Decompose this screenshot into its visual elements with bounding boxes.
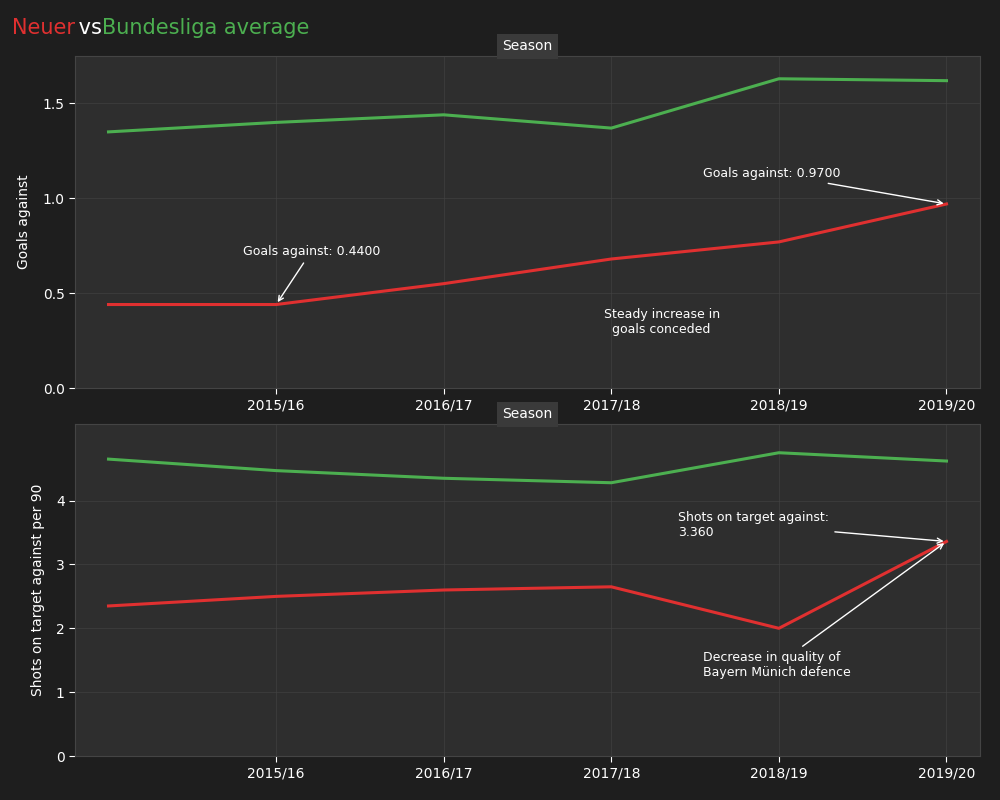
Text: Neuer: Neuer: [12, 18, 75, 38]
Text: Steady increase in
goals conceded: Steady increase in goals conceded: [604, 308, 720, 336]
Y-axis label: Shots on target against per 90: Shots on target against per 90: [31, 484, 45, 696]
Text: Goals against: 0.4400: Goals against: 0.4400: [243, 245, 380, 301]
Title: Season: Season: [502, 39, 553, 54]
Text: Decrease in quality of
Bayern Münich defence: Decrease in quality of Bayern Münich def…: [703, 544, 943, 678]
Text: Shots on target against:
3.360: Shots on target against: 3.360: [678, 511, 942, 543]
Title: Season: Season: [502, 407, 553, 422]
Text: Bundesliga average: Bundesliga average: [102, 18, 309, 38]
Text: Goals against: 0.9700: Goals against: 0.9700: [703, 167, 942, 205]
Text: vs: vs: [72, 18, 108, 38]
Y-axis label: Goals against: Goals against: [17, 174, 31, 270]
